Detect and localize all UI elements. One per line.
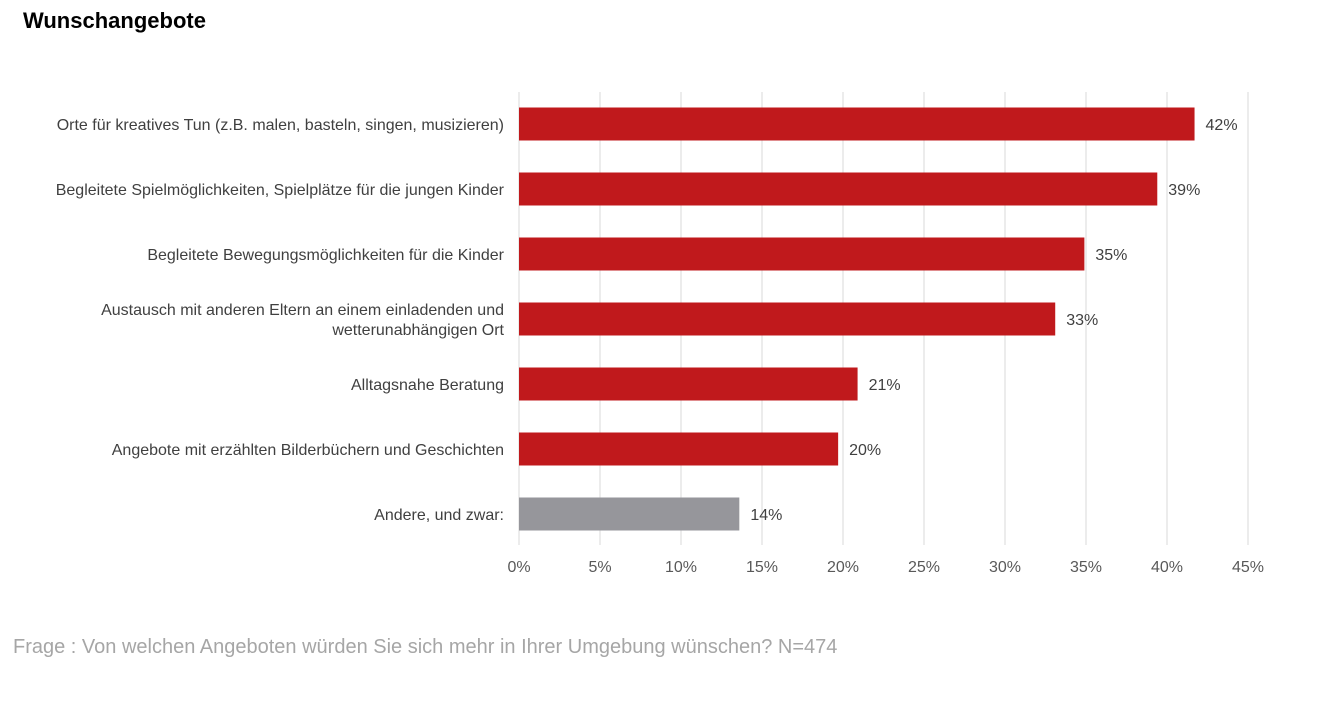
data-label: 14% — [750, 507, 782, 524]
x-tick-label: 15% — [746, 559, 778, 576]
category-label: Begleitete Spielmöglichkeiten, Spielplät… — [56, 182, 505, 199]
data-label: 42% — [1206, 117, 1238, 134]
bar — [519, 237, 1085, 271]
footnote: Frage : Von welchen Angeboten würden Sie… — [13, 636, 838, 658]
bar — [519, 302, 1056, 336]
x-tick-label: 30% — [989, 559, 1021, 576]
category-label: Angebote mit erzählten Bilderbüchern und… — [112, 442, 504, 459]
x-tick-label: 20% — [827, 559, 859, 576]
category-label: Alltagsnahe Beratung — [351, 377, 504, 394]
data-label: 33% — [1066, 312, 1098, 329]
bar — [519, 432, 839, 466]
category-label: Andere, und zwar: — [374, 507, 504, 524]
x-tick-label: 40% — [1151, 559, 1183, 576]
category-label: Begleitete Bewegungsmöglichkeiten für di… — [147, 247, 504, 264]
category-label: Austausch mit anderen Eltern an einem ei… — [101, 302, 504, 319]
bar — [519, 172, 1158, 206]
x-tick-label: 25% — [908, 559, 940, 576]
data-label: 39% — [1168, 182, 1200, 199]
data-label: 35% — [1095, 247, 1127, 264]
x-tick-label: 10% — [665, 559, 697, 576]
x-tick-label: 35% — [1070, 559, 1102, 576]
x-tick-label: 0% — [507, 559, 530, 576]
data-label: 21% — [869, 377, 901, 394]
x-tick-label: 5% — [588, 559, 611, 576]
category-label: wetterunabhängigen Ort — [331, 322, 504, 339]
data-label: 20% — [849, 442, 881, 459]
bar — [519, 497, 740, 531]
bar — [519, 367, 858, 401]
bar — [519, 107, 1195, 141]
bar-chart: 42% Orte für kreatives Tun (z.B. malen, b… — [56, 92, 1264, 576]
chart-title: Wunschangebote — [23, 8, 206, 33]
category-label: Orte für kreatives Tun (z.B. malen, bast… — [57, 117, 504, 134]
x-tick-label: 45% — [1232, 559, 1264, 576]
